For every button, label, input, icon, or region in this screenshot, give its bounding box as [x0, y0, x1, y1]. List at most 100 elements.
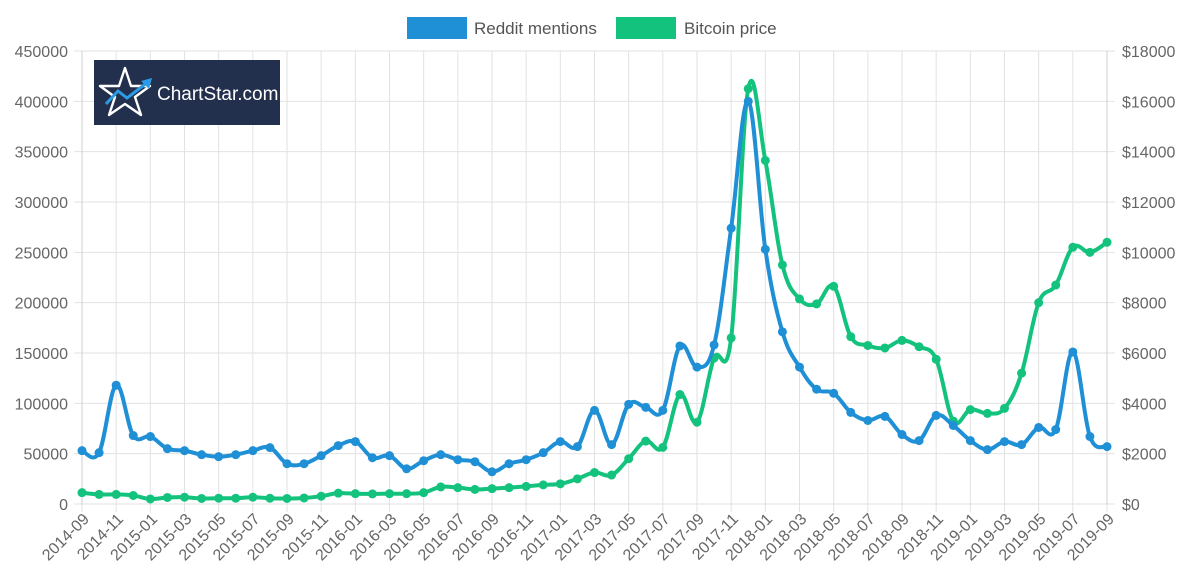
data-point-reddit-mentions[interactable]: [795, 362, 804, 372]
data-point-reddit-mentions[interactable]: [1000, 437, 1009, 447]
data-point-bitcoin-price[interactable]: [931, 354, 941, 364]
data-point-reddit-mentions[interactable]: [1085, 432, 1095, 442]
data-point-bitcoin-price[interactable]: [265, 493, 275, 503]
data-point-reddit-mentions[interactable]: [1017, 440, 1027, 450]
data-point-reddit-mentions[interactable]: [282, 459, 292, 469]
data-point-bitcoin-price[interactable]: [436, 482, 446, 492]
data-point-reddit-mentions[interactable]: [453, 455, 463, 465]
data-point-reddit-mentions[interactable]: [743, 96, 753, 106]
data-point-bitcoin-price[interactable]: [726, 333, 736, 343]
data-point-bitcoin-price[interactable]: [777, 260, 787, 270]
data-point-reddit-mentions[interactable]: [214, 452, 224, 462]
data-point-bitcoin-price[interactable]: [350, 489, 360, 499]
data-point-bitcoin-price[interactable]: [385, 489, 394, 499]
data-point-bitcoin-price[interactable]: [521, 481, 531, 491]
data-point-reddit-mentions[interactable]: [641, 402, 651, 412]
data-point-reddit-mentions[interactable]: [572, 442, 582, 452]
data-point-bitcoin-price[interactable]: [812, 299, 822, 309]
legend-swatch-reddit-mentions[interactable]: [407, 17, 467, 39]
data-point-bitcoin-price[interactable]: [214, 493, 224, 503]
data-point-reddit-mentions[interactable]: [470, 457, 480, 467]
data-point-reddit-mentions[interactable]: [248, 446, 258, 456]
data-point-bitcoin-price[interactable]: [675, 390, 685, 400]
data-point-bitcoin-price[interactable]: [180, 492, 189, 502]
data-point-reddit-mentions[interactable]: [829, 388, 839, 398]
data-point-reddit-mentions[interactable]: [982, 445, 992, 455]
data-point-bitcoin-price[interactable]: [1034, 298, 1044, 308]
data-point-bitcoin-price[interactable]: [658, 442, 668, 452]
data-point-reddit-mentions[interactable]: [504, 459, 514, 469]
data-point-bitcoin-price[interactable]: [111, 489, 121, 499]
data-point-bitcoin-price[interactable]: [487, 484, 497, 494]
data-point-bitcoin-price[interactable]: [77, 488, 87, 498]
data-point-bitcoin-price[interactable]: [470, 484, 480, 494]
data-point-bitcoin-price[interactable]: [299, 493, 309, 503]
data-point-reddit-mentions[interactable]: [128, 431, 138, 441]
data-point-bitcoin-price[interactable]: [914, 342, 924, 352]
data-point-reddit-mentions[interactable]: [760, 244, 770, 254]
data-point-bitcoin-price[interactable]: [555, 479, 565, 489]
data-point-bitcoin-price[interactable]: [453, 483, 463, 493]
data-point-bitcoin-price[interactable]: [590, 468, 599, 478]
data-point-reddit-mentions[interactable]: [385, 451, 394, 461]
data-point-reddit-mentions[interactable]: [709, 340, 719, 350]
legend[interactable]: Reddit mentions Bitcoin price: [407, 17, 777, 39]
data-point-bitcoin-price[interactable]: [504, 483, 514, 493]
data-point-reddit-mentions[interactable]: [77, 446, 87, 456]
data-point-bitcoin-price[interactable]: [641, 436, 651, 446]
data-point-bitcoin-price[interactable]: [94, 489, 104, 499]
data-point-bitcoin-price[interactable]: [1102, 237, 1112, 247]
data-point-bitcoin-price[interactable]: [846, 332, 856, 342]
data-point-bitcoin-price[interactable]: [402, 489, 412, 499]
data-point-reddit-mentions[interactable]: [1034, 422, 1044, 432]
data-point-reddit-mentions[interactable]: [607, 440, 617, 450]
data-point-reddit-mentions[interactable]: [777, 327, 787, 337]
data-point-bitcoin-price[interactable]: [1051, 280, 1061, 290]
data-point-reddit-mentions[interactable]: [948, 420, 958, 430]
data-point-reddit-mentions[interactable]: [863, 415, 873, 425]
data-point-bitcoin-price[interactable]: [1017, 368, 1027, 378]
data-point-bitcoin-price[interactable]: [128, 490, 138, 500]
data-point-bitcoin-price[interactable]: [965, 405, 975, 415]
data-point-reddit-mentions[interactable]: [624, 399, 634, 409]
data-point-reddit-mentions[interactable]: [521, 455, 531, 465]
data-point-bitcoin-price[interactable]: [863, 340, 873, 350]
data-point-bitcoin-price[interactable]: [692, 417, 702, 427]
data-point-reddit-mentions[interactable]: [931, 410, 941, 420]
data-point-bitcoin-price[interactable]: [880, 343, 890, 353]
data-point-reddit-mentions[interactable]: [197, 450, 207, 460]
data-point-bitcoin-price[interactable]: [282, 493, 292, 503]
data-point-reddit-mentions[interactable]: [965, 436, 975, 446]
data-point-reddit-mentions[interactable]: [1068, 347, 1078, 357]
data-point-reddit-mentions[interactable]: [658, 405, 668, 415]
data-point-reddit-mentions[interactable]: [897, 430, 907, 440]
data-point-bitcoin-price[interactable]: [607, 470, 617, 480]
data-point-bitcoin-price[interactable]: [248, 492, 258, 502]
data-point-bitcoin-price[interactable]: [162, 492, 172, 502]
data-point-reddit-mentions[interactable]: [145, 432, 155, 442]
data-point-reddit-mentions[interactable]: [316, 451, 326, 461]
data-point-reddit-mentions[interactable]: [350, 437, 360, 447]
data-point-bitcoin-price[interactable]: [333, 488, 343, 498]
data-point-bitcoin-price[interactable]: [231, 493, 241, 503]
data-point-bitcoin-price[interactable]: [367, 489, 377, 499]
data-point-bitcoin-price[interactable]: [624, 454, 634, 464]
legend-label-reddit-mentions[interactable]: Reddit mentions: [474, 19, 597, 38]
data-point-bitcoin-price[interactable]: [316, 491, 326, 501]
data-point-reddit-mentions[interactable]: [436, 450, 446, 460]
data-point-bitcoin-price[interactable]: [1000, 403, 1009, 413]
data-point-reddit-mentions[interactable]: [914, 436, 924, 446]
data-point-reddit-mentions[interactable]: [367, 453, 377, 463]
data-point-reddit-mentions[interactable]: [812, 384, 822, 394]
data-point-reddit-mentions[interactable]: [94, 448, 104, 458]
data-point-reddit-mentions[interactable]: [402, 464, 412, 474]
data-point-bitcoin-price[interactable]: [197, 493, 207, 503]
data-point-reddit-mentions[interactable]: [1102, 442, 1112, 452]
data-point-reddit-mentions[interactable]: [231, 450, 241, 460]
data-point-bitcoin-price[interactable]: [829, 281, 839, 291]
data-point-reddit-mentions[interactable]: [111, 380, 121, 390]
data-point-bitcoin-price[interactable]: [795, 294, 804, 304]
legend-swatch-bitcoin-price[interactable]: [616, 17, 676, 39]
data-point-reddit-mentions[interactable]: [692, 362, 702, 372]
data-point-reddit-mentions[interactable]: [265, 443, 275, 453]
